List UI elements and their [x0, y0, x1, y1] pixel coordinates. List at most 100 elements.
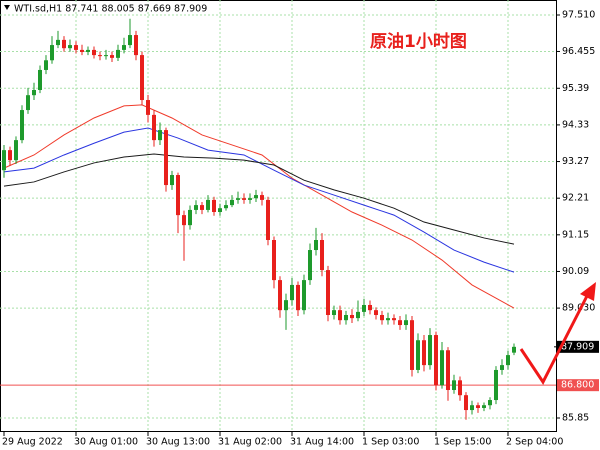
candle-body — [338, 310, 342, 321]
candle-body — [14, 140, 18, 161]
candle-body — [140, 55, 144, 101]
y-tick-label: 89.030 — [562, 303, 595, 314]
chart-layer — [0, 0, 560, 436]
candle-body — [242, 198, 246, 200]
candle-body — [290, 284, 294, 301]
candle-body — [38, 69, 42, 91]
candle-body — [326, 270, 330, 316]
x-tick-label: 1 Sep 03:00 — [362, 437, 419, 448]
candle-body — [104, 55, 108, 57]
candle-body — [170, 175, 174, 186]
candle-body — [500, 365, 504, 370]
candle-body — [200, 205, 204, 210]
candle-body — [470, 405, 474, 411]
candle-body — [212, 199, 216, 213]
candle-body — [416, 340, 420, 370]
candle-body — [464, 395, 468, 411]
candle-body — [512, 346, 516, 353]
candle-body — [62, 39, 66, 49]
candle-body — [410, 320, 414, 370]
y-tick-label: 94.33 — [562, 119, 589, 130]
arrow-line — [519, 293, 590, 385]
candle-body — [302, 280, 306, 311]
candle-body — [386, 318, 390, 321]
candle-body — [356, 311, 360, 319]
candle-body — [74, 45, 78, 50]
candle-body — [158, 130, 162, 141]
candle-body — [506, 355, 510, 366]
candle-body — [188, 209, 192, 226]
candle-body — [362, 304, 366, 312]
candle-body — [278, 280, 282, 311]
candle-body — [20, 110, 24, 141]
candle-body — [152, 114, 156, 141]
candle-body — [50, 45, 54, 61]
candle-body — [56, 39, 60, 46]
x-tick-label: 2 Sep 04:00 — [506, 437, 563, 448]
candle-body — [2, 150, 6, 171]
candle-body — [284, 300, 288, 311]
candle-body — [8, 150, 12, 161]
x-tick-label: 1 Sep 15:00 — [434, 437, 491, 448]
candle-body — [230, 199, 234, 206]
candle-body — [164, 130, 168, 186]
candle-body — [350, 315, 354, 319]
candle-body — [32, 90, 36, 96]
candle-body — [176, 175, 180, 216]
x-tick-label: 31 Aug 02:00 — [218, 437, 282, 448]
candle-body — [332, 310, 336, 316]
candle-body — [308, 250, 312, 281]
candle-body — [122, 45, 126, 50]
x-tick-label: 30 Aug 13:00 — [146, 437, 210, 448]
title-marker — [4, 5, 10, 10]
candle-body — [86, 49, 90, 52]
arrow-head — [580, 282, 596, 301]
candle-body — [266, 199, 270, 241]
annotation: 原油1小时图 — [370, 31, 467, 52]
y-tick-label: 85.85 — [562, 413, 589, 424]
candle-body — [146, 100, 150, 115]
last-price-box — [557, 340, 599, 353]
candle-body — [314, 240, 318, 251]
candle-body — [98, 55, 102, 57]
candle-body — [380, 315, 384, 321]
candle-body — [422, 340, 426, 366]
moving-average — [3, 153, 515, 245]
x-tick-label: 30 Aug 01:00 — [74, 437, 138, 448]
candle-body — [368, 304, 372, 311]
candle-body — [206, 199, 210, 210]
x-tick-label: 29 Aug 2022 — [2, 437, 63, 448]
moving-average — [3, 104, 515, 309]
y-tick-label: 91.15 — [562, 229, 589, 240]
candle-body — [134, 35, 138, 56]
candle-body — [374, 310, 378, 316]
x-tick-label: 31 Aug 14:00 — [290, 437, 354, 448]
candle-body — [404, 320, 408, 326]
candle-body — [440, 350, 444, 386]
candle-body — [248, 198, 252, 200]
candle-body — [182, 215, 186, 226]
last-price-label: 87.909 — [561, 341, 594, 352]
candle-body — [446, 350, 450, 391]
y-tick-label: 95.39 — [562, 83, 589, 94]
candle-body — [260, 195, 264, 200]
candle-body — [44, 60, 48, 70]
candle-body — [476, 405, 480, 408]
y-tick-label: 97.510 — [562, 10, 595, 21]
candle-body — [452, 380, 456, 391]
candle-body — [434, 335, 438, 386]
candle-body — [194, 205, 198, 210]
moving-average — [3, 127, 515, 273]
level-box — [557, 379, 599, 392]
trend-arrow — [519, 282, 596, 385]
y-tick-label: 93.27 — [562, 156, 589, 167]
candle-body — [218, 208, 222, 213]
candle-body — [344, 315, 348, 321]
y-tick-label: 96.455 — [562, 46, 595, 57]
candle-body — [80, 49, 84, 52]
candle-body — [272, 240, 276, 281]
candle-body — [296, 284, 300, 311]
y-tick-label: 90.09 — [562, 266, 589, 277]
level-label: 86.800 — [561, 380, 594, 391]
